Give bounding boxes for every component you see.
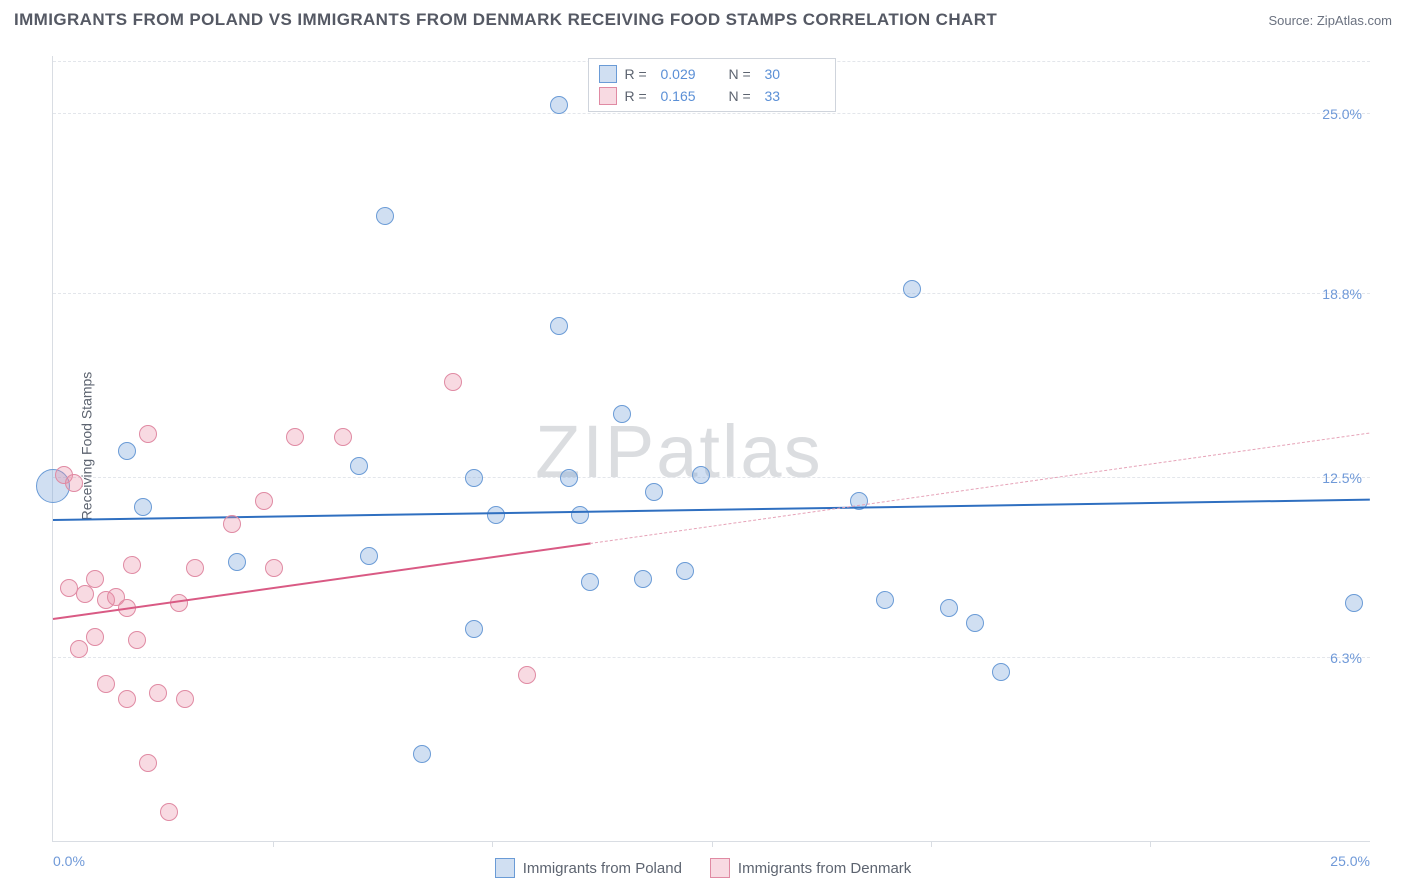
data-point bbox=[123, 556, 141, 574]
data-point bbox=[376, 207, 394, 225]
data-point bbox=[149, 684, 167, 702]
trend-line bbox=[53, 542, 591, 620]
data-point bbox=[940, 599, 958, 617]
legend-r-label: R = bbox=[625, 63, 653, 85]
data-point bbox=[86, 628, 104, 646]
data-point bbox=[334, 428, 352, 446]
y-tick-label: 12.5% bbox=[1322, 470, 1362, 486]
data-point bbox=[176, 690, 194, 708]
chart-title: IMMIGRANTS FROM POLAND VS IMMIGRANTS FRO… bbox=[14, 10, 997, 30]
y-tick-label: 25.0% bbox=[1322, 106, 1362, 122]
data-point bbox=[571, 506, 589, 524]
data-point bbox=[286, 428, 304, 446]
legend-row: R = 0.029 N = 30 bbox=[599, 63, 825, 85]
legend-n-value: 33 bbox=[765, 85, 825, 107]
x-minor-tick bbox=[712, 841, 713, 847]
chart-plot-area: R = 0.029 N = 30 R = 0.165 N = 33 ZIPatlas 6.3%… bbox=[52, 56, 1370, 842]
data-point bbox=[465, 469, 483, 487]
data-point bbox=[465, 620, 483, 638]
legend-n-value: 30 bbox=[765, 63, 825, 85]
legend-n-label: N = bbox=[729, 63, 757, 85]
legend-swatch bbox=[495, 858, 515, 878]
data-point bbox=[118, 442, 136, 460]
data-point bbox=[1345, 594, 1363, 612]
x-minor-tick bbox=[273, 841, 274, 847]
data-point bbox=[134, 498, 152, 516]
data-point bbox=[70, 640, 88, 658]
trend-line bbox=[590, 433, 1370, 544]
data-point bbox=[413, 745, 431, 763]
data-point bbox=[518, 666, 536, 684]
data-point bbox=[676, 562, 694, 580]
gridline bbox=[53, 293, 1370, 294]
legend-r-value: 0.029 bbox=[661, 63, 721, 85]
legend-r-label: R = bbox=[625, 85, 653, 107]
legend-label: Immigrants from Poland bbox=[523, 860, 682, 877]
data-point bbox=[97, 675, 115, 693]
chart-source: Source: ZipAtlas.com bbox=[1268, 13, 1392, 28]
legend-swatch bbox=[599, 87, 617, 105]
legend-item: Immigrants from Denmark bbox=[710, 858, 911, 878]
data-point bbox=[128, 631, 146, 649]
gridline bbox=[53, 657, 1370, 658]
watermark-zip: ZIP bbox=[535, 410, 656, 493]
data-point bbox=[634, 570, 652, 588]
data-point bbox=[139, 754, 157, 772]
data-point bbox=[86, 570, 104, 588]
legend-correlation: R = 0.029 N = 30 R = 0.165 N = 33 bbox=[588, 58, 836, 112]
trend-line bbox=[53, 499, 1370, 521]
data-point bbox=[360, 547, 378, 565]
x-minor-tick bbox=[931, 841, 932, 847]
data-point bbox=[581, 573, 599, 591]
y-tick-label: 18.8% bbox=[1322, 286, 1362, 302]
data-point bbox=[160, 803, 178, 821]
data-point bbox=[228, 553, 246, 571]
gridline bbox=[53, 477, 1370, 478]
legend-swatch bbox=[599, 65, 617, 83]
legend-n-label: N = bbox=[729, 85, 757, 107]
data-point bbox=[223, 515, 241, 533]
gridline bbox=[53, 113, 1370, 114]
data-point bbox=[876, 591, 894, 609]
data-point bbox=[550, 317, 568, 335]
x-minor-tick bbox=[1150, 841, 1151, 847]
data-point bbox=[118, 690, 136, 708]
watermark-atlas: atlas bbox=[656, 410, 822, 493]
data-point bbox=[692, 466, 710, 484]
data-point bbox=[139, 425, 157, 443]
data-point bbox=[186, 559, 204, 577]
legend-item: Immigrants from Poland bbox=[495, 858, 682, 878]
x-minor-tick bbox=[492, 841, 493, 847]
legend-row: R = 0.165 N = 33 bbox=[599, 85, 825, 107]
data-point bbox=[966, 614, 984, 632]
data-point bbox=[444, 373, 462, 391]
chart-header: IMMIGRANTS FROM POLAND VS IMMIGRANTS FRO… bbox=[14, 10, 1392, 30]
data-point bbox=[903, 280, 921, 298]
data-point bbox=[992, 663, 1010, 681]
legend-label: Immigrants from Denmark bbox=[738, 860, 911, 877]
legend-r-value: 0.165 bbox=[661, 85, 721, 107]
data-point bbox=[645, 483, 663, 501]
data-point bbox=[350, 457, 368, 475]
data-point bbox=[613, 405, 631, 423]
watermark: ZIPatlas bbox=[535, 409, 822, 494]
data-point bbox=[265, 559, 283, 577]
data-point bbox=[560, 469, 578, 487]
legend-series: Immigrants from Poland Immigrants from De… bbox=[0, 858, 1406, 878]
y-tick-label: 6.3% bbox=[1330, 650, 1362, 666]
data-point bbox=[255, 492, 273, 510]
data-point bbox=[487, 506, 505, 524]
data-point bbox=[65, 474, 83, 492]
data-point bbox=[550, 96, 568, 114]
legend-swatch bbox=[710, 858, 730, 878]
